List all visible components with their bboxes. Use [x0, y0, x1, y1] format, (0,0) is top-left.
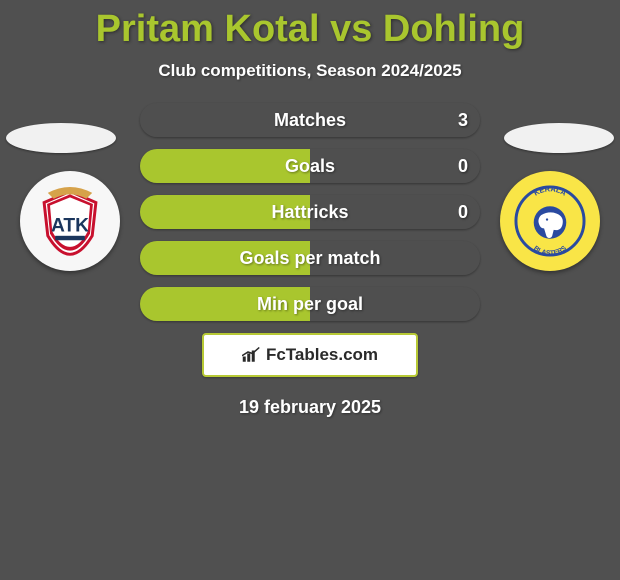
- title-player2: Dohling: [383, 8, 524, 50]
- stat-label: Goals per match: [140, 241, 480, 275]
- team-badge-left: ATK: [20, 171, 120, 271]
- country-flag-left: [6, 123, 116, 153]
- title-player1: Pritam Kotal: [96, 8, 320, 50]
- stat-row: Min per goal: [140, 287, 480, 321]
- stat-value-right: 3: [428, 103, 468, 137]
- page-title: Pritam Kotal vs Dohling: [0, 0, 620, 51]
- date-text: 19 february 2025: [0, 397, 620, 418]
- stat-row: Goals0: [140, 149, 480, 183]
- stat-value-right: 0: [428, 149, 468, 183]
- stat-value-right: 0: [428, 195, 468, 229]
- country-flag-right: [504, 123, 614, 153]
- kerala-blasters-badge-icon: KERALA BLASTERS: [513, 184, 587, 258]
- brand-text: FcTables.com: [266, 345, 378, 365]
- atk-badge-icon: ATK: [33, 184, 107, 258]
- team-badge-right: KERALA BLASTERS: [500, 171, 600, 271]
- brand-box: FcTables.com: [202, 333, 418, 377]
- title-vs: vs: [330, 8, 372, 50]
- stat-row: Goals per match: [140, 241, 480, 275]
- stat-label: Min per goal: [140, 287, 480, 321]
- stats-bars: Matches3 Goals0 Hattricks0 Goals per match M…: [140, 103, 480, 321]
- bar-chart-icon: [242, 347, 260, 363]
- stat-row: Hattricks0: [140, 195, 480, 229]
- stat-row: Matches3: [140, 103, 480, 137]
- subtitle: Club competitions, Season 2024/2025: [0, 61, 620, 81]
- svg-text:ATK: ATK: [51, 215, 89, 236]
